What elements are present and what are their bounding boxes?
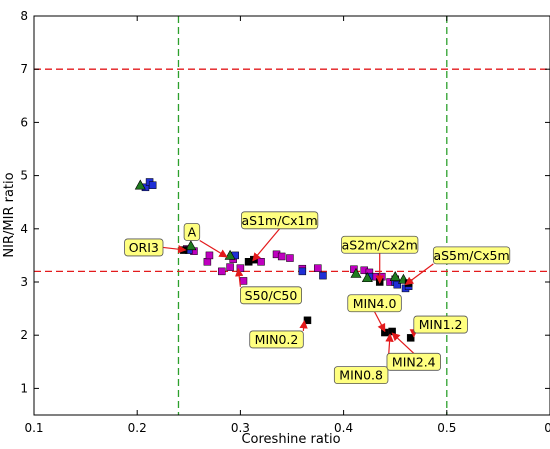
annotation-label: ORI3 <box>129 240 159 255</box>
x-axis-label: Coreshine ratio <box>241 432 340 447</box>
annotation-box <box>333 366 389 385</box>
x-tick-label: 0.4 <box>334 421 353 435</box>
data-point <box>236 264 245 272</box>
data-point <box>303 316 312 325</box>
data-point <box>388 327 396 336</box>
data-point <box>381 328 389 337</box>
annotation: MIN1.2 <box>409 315 468 338</box>
annotation-label: aS1m/Cx1m <box>242 213 318 228</box>
y-axis-label: NIR/MIR ratio <box>2 172 17 257</box>
data-point <box>393 280 402 289</box>
annotation-arrow <box>235 267 244 287</box>
annotation: ORI3 <box>124 238 187 257</box>
annotation-box <box>241 211 319 230</box>
annotation: S50/C50 <box>235 267 302 305</box>
annotation-label: MIN0.2 <box>255 332 299 347</box>
annotation-arrow <box>299 320 308 332</box>
data-point <box>218 267 226 276</box>
annotation-arrow <box>404 263 434 286</box>
annotation-arrow <box>374 311 386 333</box>
data-point <box>286 254 294 262</box>
data-point <box>406 334 415 342</box>
data-point <box>239 277 248 285</box>
annotation-box <box>386 352 441 371</box>
y-tick-label: 1 <box>20 381 28 395</box>
y-tick-label: 2 <box>20 328 28 342</box>
annotation-box <box>347 294 402 313</box>
annotation-label: aS2m/Cx2m <box>342 237 418 252</box>
y-tick-label: 3 <box>20 275 28 289</box>
data-point <box>319 271 327 280</box>
annotation-label: MIN4.0 <box>353 296 397 311</box>
annotation: MIN0.2 <box>249 320 308 349</box>
annotation-box <box>249 330 304 349</box>
annotation-box <box>183 223 201 241</box>
data-point <box>314 264 322 272</box>
annotation: aS2m/Cx2m <box>341 235 419 284</box>
annotation-box <box>239 286 302 305</box>
data-point <box>134 179 146 190</box>
annotation-label: S50/C50 <box>245 288 298 303</box>
data-point <box>203 258 212 266</box>
data-point <box>226 263 234 271</box>
x-tick-label: 0.2 <box>128 421 147 435</box>
data-point <box>350 267 362 278</box>
annotation-arrow <box>391 332 415 354</box>
annotation-box <box>124 238 164 257</box>
data-point <box>205 251 214 260</box>
annotation-label: aS5m/Cx5m <box>433 248 509 263</box>
data-point <box>361 272 373 283</box>
y-tick-label: 5 <box>20 169 28 183</box>
data-point <box>257 258 265 266</box>
annotation: MIN4.0 <box>347 294 402 333</box>
axes-frame <box>33 15 550 416</box>
x-tick-label: 0.5 <box>437 421 456 435</box>
annotation: aS5m/Cx5m <box>404 246 511 286</box>
x-tick-label: 0.1 <box>24 421 43 435</box>
x-tick-label: 0.3 <box>231 421 250 435</box>
annotation-label: A <box>188 224 197 239</box>
annotation-box <box>341 235 419 254</box>
annotation-arrow <box>162 245 187 254</box>
annotation-label: MIN1.2 <box>419 317 463 332</box>
data-point <box>298 267 307 276</box>
y-tick-label: 8 <box>20 9 28 23</box>
annotation-arrow <box>252 228 281 262</box>
data-point <box>185 240 197 251</box>
annotation: MIN2.4 <box>386 332 441 371</box>
annotation-arrow <box>199 239 228 258</box>
y-tick-label: 4 <box>20 222 28 236</box>
reference-lines <box>34 16 550 415</box>
series-3 <box>134 179 409 284</box>
data-point <box>389 271 401 281</box>
annotation-label: MIN0.8 <box>339 368 383 383</box>
y-tick-label: 7 <box>20 62 28 76</box>
data-point <box>277 252 286 261</box>
annotation-box <box>432 246 511 265</box>
y-tick-label: 6 <box>20 115 28 129</box>
x-tick-label: 0. <box>544 421 550 435</box>
data-point <box>148 181 157 189</box>
annotation-label: MIN2.4 <box>392 354 436 369</box>
annotation: A <box>183 223 228 258</box>
annotation-box <box>413 315 468 334</box>
annotation: aS1m/Cx1m <box>241 211 319 262</box>
